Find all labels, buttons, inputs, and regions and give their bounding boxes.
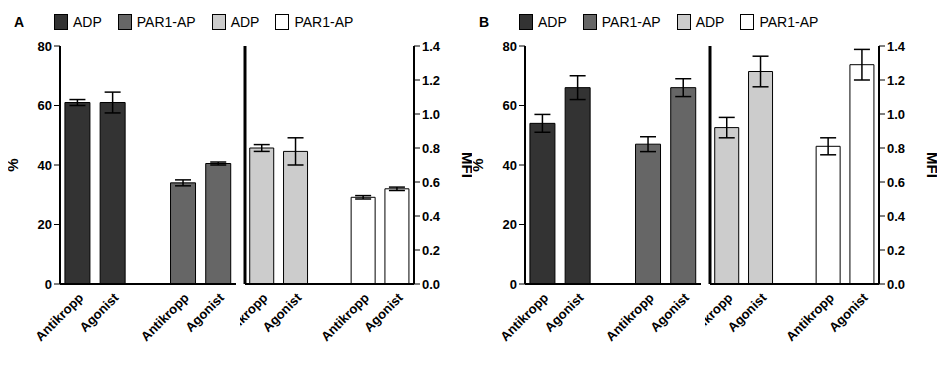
- svg-text:20: 20: [503, 217, 517, 232]
- svg-text:0: 0: [510, 277, 517, 292]
- svg-text:40: 40: [38, 158, 52, 173]
- html-text:PAR1-AP: PAR1-AP: [601, 14, 661, 30]
- svg-text:1.0: 1.0: [422, 107, 440, 122]
- svg-text:%: %: [8, 158, 21, 171]
- svg-text:40: 40: [503, 158, 517, 173]
- svg-text:Agonist: Agonist: [647, 290, 692, 335]
- svg-text:MFI: MFI: [924, 152, 937, 178]
- svg-text:Antikropp: Antikropp: [603, 290, 657, 344]
- html-text:B: B: [479, 14, 490, 30]
- svg-text:Agonist: Agonist: [77, 290, 122, 335]
- svg-text:Agonist: Agonist: [361, 290, 406, 335]
- svg-text:0.0: 0.0: [422, 277, 440, 292]
- svg-text:Agonist: Agonist: [260, 290, 305, 335]
- html-text:PAR1-AP: PAR1-AP: [759, 14, 819, 30]
- svg-text:0.2: 0.2: [887, 243, 905, 258]
- svg-text:80: 80: [38, 39, 52, 54]
- svg-text:0.2: 0.2: [422, 243, 440, 258]
- svg-text:0.6: 0.6: [422, 175, 440, 190]
- svg-text:0.0: 0.0: [887, 277, 905, 292]
- svg-text:Antikropp: Antikropp: [32, 290, 86, 344]
- svg-text:60: 60: [503, 98, 517, 113]
- svg-text:60: 60: [38, 98, 52, 113]
- html-text:ADP: ADP: [695, 14, 725, 30]
- svg-text:Agonist: Agonist: [182, 290, 227, 335]
- svg-text:20: 20: [38, 217, 52, 232]
- svg-text:Antikropp: Antikropp: [783, 290, 837, 344]
- svg-text:0.4: 0.4: [422, 209, 441, 224]
- html-text:ADP: ADP: [538, 14, 567, 30]
- svg-text:0.4: 0.4: [887, 209, 906, 224]
- svg-text:Antikropp: Antikropp: [318, 290, 372, 344]
- svg-text:Antikropp: Antikropp: [138, 290, 192, 344]
- html-text:PAR1-AP: PAR1-AP: [136, 14, 196, 30]
- svg-text:MFI: MFI: [459, 152, 472, 178]
- svg-text:1.2: 1.2: [422, 73, 440, 88]
- svg-text:Antikropp: Antikropp: [497, 290, 551, 344]
- svg-text:80: 80: [503, 39, 517, 54]
- html-text:A: A: [14, 14, 25, 30]
- html-text:ADP: ADP: [230, 14, 260, 30]
- svg-text:1.4: 1.4: [422, 39, 441, 54]
- svg-text:0.6: 0.6: [887, 175, 905, 190]
- svg-text:1.4: 1.4: [887, 39, 906, 54]
- svg-text:Agonist: Agonist: [725, 290, 770, 335]
- svg-text:Agonist: Agonist: [542, 290, 587, 335]
- svg-text:0: 0: [45, 277, 52, 292]
- html-text:PAR1-AP: PAR1-AP: [294, 14, 354, 30]
- svg-text:1.0: 1.0: [887, 107, 905, 122]
- svg-text:0.8: 0.8: [422, 141, 440, 156]
- svg-text:%: %: [473, 158, 486, 171]
- svg-text:Agonist: Agonist: [826, 290, 871, 335]
- html-text:ADP: ADP: [73, 14, 102, 30]
- svg-text:1.2: 1.2: [887, 73, 905, 88]
- svg-text:0.8: 0.8: [887, 141, 905, 156]
